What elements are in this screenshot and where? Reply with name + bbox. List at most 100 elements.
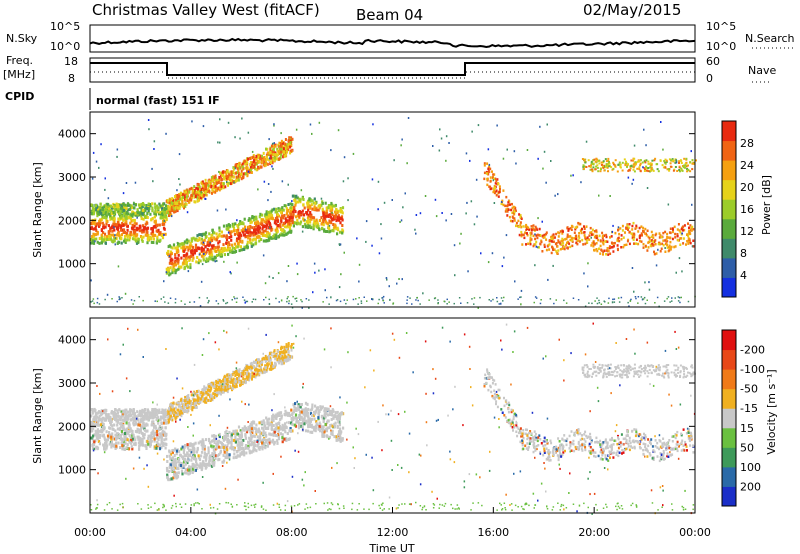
scatter-cell bbox=[519, 221, 522, 224]
scatter-cell bbox=[308, 421, 311, 425]
scatter-cell bbox=[156, 235, 159, 239]
scatter-cell bbox=[181, 200, 184, 203]
scatter-cell bbox=[599, 170, 602, 173]
scatter-cell bbox=[309, 206, 312, 210]
scatter-cell bbox=[219, 249, 222, 253]
scatter-cell bbox=[520, 303, 522, 306]
scatter-cell bbox=[254, 427, 257, 431]
scatter-cell bbox=[334, 223, 337, 227]
scatter-cell bbox=[210, 239, 214, 242]
scatter-cell bbox=[142, 299, 144, 302]
scatter-cell bbox=[248, 217, 251, 221]
scatter-cell bbox=[292, 410, 295, 414]
scatter-cell bbox=[267, 442, 270, 446]
scatter-cell bbox=[113, 236, 116, 240]
scatter-cell bbox=[665, 160, 668, 163]
scatter-cell bbox=[111, 424, 114, 428]
scatter-cell bbox=[128, 203, 131, 207]
scatter-cell bbox=[157, 438, 160, 441]
scatter-cell bbox=[176, 196, 179, 200]
scatter-cell bbox=[257, 427, 260, 431]
scatter-cell bbox=[120, 441, 123, 445]
scatter-cell bbox=[160, 421, 163, 425]
scatter-cell bbox=[521, 233, 523, 236]
scatter-cell bbox=[346, 299, 348, 301]
scatter-cell bbox=[90, 203, 93, 207]
scatter-cell bbox=[274, 228, 277, 232]
scatter-cell bbox=[186, 443, 189, 447]
scatter-cell bbox=[592, 159, 595, 162]
scatter-cell bbox=[222, 438, 225, 442]
scatter-cell bbox=[162, 421, 166, 425]
scatter-cell bbox=[486, 177, 489, 181]
scatter-cell bbox=[586, 236, 589, 239]
scatter-cell bbox=[506, 214, 509, 217]
scatter-cell bbox=[301, 225, 304, 229]
scatter-cell bbox=[183, 266, 186, 270]
scatter-cell bbox=[594, 160, 597, 163]
scatter-cell bbox=[251, 231, 255, 235]
scatter-cell bbox=[156, 210, 159, 214]
scatter-cell bbox=[318, 409, 321, 413]
scatter-cell bbox=[336, 211, 339, 215]
scatter-cell bbox=[127, 212, 130, 216]
scatter-cell bbox=[535, 245, 538, 248]
scatter-cell bbox=[596, 302, 599, 305]
scatter-cell bbox=[407, 117, 410, 119]
scatter-cell bbox=[155, 224, 158, 228]
scatter-cell bbox=[166, 454, 169, 458]
scatter-cell bbox=[104, 443, 108, 447]
scatter-cell bbox=[217, 234, 221, 238]
scatter-cell bbox=[554, 242, 557, 246]
scatter-cell bbox=[238, 166, 241, 170]
scatter-cell bbox=[493, 202, 496, 204]
scatter-cell bbox=[104, 208, 107, 212]
scatter-cell bbox=[416, 296, 418, 299]
scatter-cell bbox=[271, 150, 274, 154]
scatter-cell bbox=[577, 299, 580, 301]
scatter-cell bbox=[232, 222, 236, 226]
scatter-cell bbox=[546, 123, 548, 126]
scatter-cell bbox=[220, 185, 223, 189]
scatter-cell bbox=[238, 175, 241, 178]
colorbar-tick-label: 8 bbox=[740, 247, 747, 260]
scatter-cell bbox=[284, 409, 287, 413]
scatter-cell bbox=[277, 429, 280, 433]
scatter-cell bbox=[290, 417, 293, 420]
scatter-cell bbox=[291, 200, 293, 203]
scatter-cell bbox=[638, 239, 641, 243]
scatter-cell bbox=[142, 230, 145, 234]
scatter-cell bbox=[617, 163, 620, 166]
scatter-cell bbox=[338, 423, 341, 427]
scatter-cell bbox=[109, 204, 112, 208]
scatter-cell bbox=[135, 213, 138, 217]
freq-unit: [MHz] bbox=[3, 68, 35, 81]
scatter-cell bbox=[251, 150, 254, 153]
scatter-cell bbox=[249, 432, 252, 436]
scatter-cell bbox=[200, 194, 203, 198]
scatter-cell bbox=[218, 240, 221, 244]
scatter-cell bbox=[167, 250, 170, 254]
scatter-cell bbox=[125, 220, 128, 224]
scatter-cell bbox=[288, 216, 291, 220]
scatter-cell bbox=[146, 238, 150, 242]
scatter-cell bbox=[209, 241, 211, 244]
scatter-cell bbox=[253, 228, 256, 232]
scatter-cell bbox=[524, 225, 527, 228]
scatter-cell bbox=[685, 161, 688, 164]
scatter-cell bbox=[226, 175, 228, 179]
scatter-cell bbox=[664, 247, 666, 249]
scatter-cell bbox=[272, 413, 275, 417]
scatter-cell bbox=[583, 272, 585, 275]
scatter-cell bbox=[552, 240, 555, 243]
scatter-cell bbox=[210, 439, 214, 443]
scatter-cell bbox=[236, 224, 239, 227]
scatter-cell bbox=[501, 265, 504, 268]
scatter-cell bbox=[203, 444, 206, 448]
scatter-cell bbox=[590, 231, 593, 234]
scatter-cell bbox=[676, 170, 679, 172]
scatter-cell bbox=[610, 241, 613, 244]
scatter-cell bbox=[667, 203, 670, 206]
scatter-cell bbox=[114, 433, 117, 437]
scatter-cell bbox=[299, 405, 302, 409]
